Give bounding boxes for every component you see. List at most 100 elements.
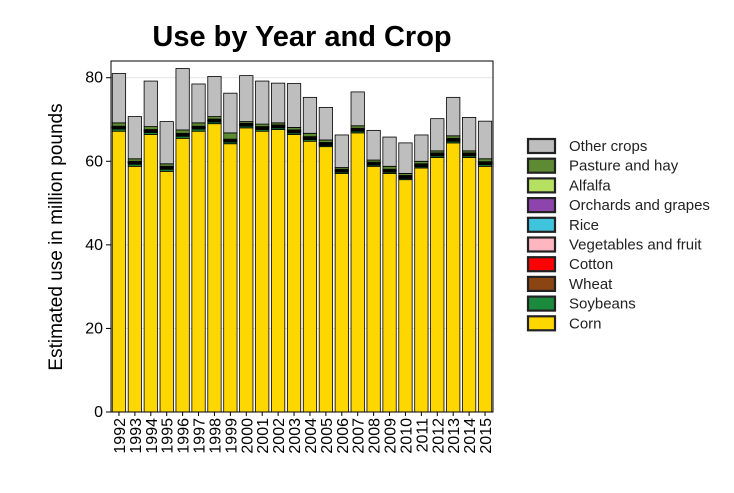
x-tick-label: 2008 bbox=[367, 418, 384, 454]
bar-segment bbox=[144, 135, 157, 412]
legend-swatch bbox=[528, 277, 555, 291]
bar-segment bbox=[208, 76, 221, 116]
bar-segment bbox=[176, 130, 189, 133]
bar-segment bbox=[478, 159, 491, 162]
bar-segment bbox=[399, 143, 412, 174]
legend-item: Soybeans bbox=[528, 296, 636, 313]
bar-segment bbox=[256, 81, 269, 124]
bar-segment bbox=[447, 97, 460, 135]
bar-segment bbox=[271, 130, 284, 412]
legend-label: Other crops bbox=[569, 138, 647, 155]
x-tick-label: 2007 bbox=[351, 418, 368, 454]
bar-segment bbox=[160, 122, 173, 164]
x-tick-label: 2015 bbox=[478, 418, 495, 454]
x-tick-label: 1998 bbox=[207, 418, 224, 454]
bar-segment bbox=[415, 168, 428, 412]
legend-item: Vegetables and fruit bbox=[528, 237, 702, 254]
legend-item: Alfalfa bbox=[528, 177, 611, 194]
legend-swatch bbox=[528, 257, 555, 271]
x-tick-label: 2006 bbox=[335, 418, 352, 454]
bar-segment bbox=[399, 180, 412, 412]
legend-item: Rice bbox=[528, 217, 599, 234]
legend-label: Orchards and grapes bbox=[569, 197, 710, 214]
y-tick-label: 0 bbox=[94, 404, 103, 421]
x-tick-label: 2004 bbox=[303, 418, 320, 454]
bar-segment bbox=[383, 166, 396, 169]
x-tick-label: 2003 bbox=[287, 418, 304, 454]
x-tick-label: 1994 bbox=[144, 418, 161, 454]
legend-item: Pasture and hay bbox=[528, 158, 679, 175]
x-tick-label: 2012 bbox=[430, 418, 447, 454]
bar-segment bbox=[462, 158, 475, 412]
bar-segment bbox=[271, 83, 284, 123]
bar-segment bbox=[144, 127, 157, 130]
bar-segment bbox=[160, 171, 173, 412]
bar-segment bbox=[240, 128, 253, 412]
legend-item: Wheat bbox=[528, 276, 613, 293]
bar-segment bbox=[287, 135, 300, 412]
x-tick-label: 2011 bbox=[414, 418, 431, 453]
bar-segment bbox=[303, 133, 316, 136]
bar-segment bbox=[192, 131, 205, 412]
x-tick-label: 1999 bbox=[223, 418, 240, 454]
legend-item: Corn bbox=[528, 315, 602, 332]
legend-label: Alfalfa bbox=[569, 177, 611, 194]
bar-segment bbox=[224, 133, 237, 139]
x-tick-label: 2014 bbox=[462, 418, 479, 454]
legend-item: Cotton bbox=[528, 256, 613, 273]
legend-swatch bbox=[528, 238, 555, 252]
bar-segment bbox=[224, 93, 237, 133]
bar-segment bbox=[319, 107, 332, 140]
legend-item: Other crops bbox=[528, 138, 647, 155]
legend-label: Rice bbox=[569, 217, 599, 234]
x-tick-label: 2001 bbox=[255, 418, 272, 454]
bar-segment bbox=[303, 141, 316, 412]
bar-segment bbox=[478, 166, 491, 412]
bar-segment bbox=[224, 144, 237, 412]
bar-segment bbox=[383, 137, 396, 166]
bar-segment bbox=[351, 133, 364, 412]
bar-segment bbox=[462, 117, 475, 150]
bar-segment bbox=[303, 97, 316, 133]
legend-swatch bbox=[528, 297, 555, 311]
bar-segment bbox=[128, 117, 141, 159]
bar-segment bbox=[478, 121, 491, 159]
bar-segment bbox=[367, 166, 380, 412]
x-tick-label: 2010 bbox=[398, 418, 415, 454]
bar-segment bbox=[335, 173, 348, 412]
bar-segment bbox=[128, 166, 141, 412]
legend-item: Orchards and grapes bbox=[528, 197, 710, 214]
bar-segment bbox=[415, 135, 428, 161]
x-tick-label: 1996 bbox=[176, 418, 193, 454]
legend-swatch bbox=[528, 198, 555, 212]
legend-swatch bbox=[528, 178, 555, 192]
bar-segment bbox=[447, 143, 460, 412]
x-tick-label: 2013 bbox=[446, 418, 463, 454]
x-tick-label: 1992 bbox=[112, 418, 129, 454]
legend-label: Cotton bbox=[569, 256, 613, 273]
y-tick-label: 40 bbox=[85, 237, 103, 254]
bar-segment bbox=[240, 76, 253, 122]
legend-label: Soybeans bbox=[569, 296, 636, 313]
x-tick-label: 2000 bbox=[239, 418, 256, 454]
bar-segment bbox=[383, 173, 396, 412]
bar-segment bbox=[112, 123, 125, 126]
legend-swatch bbox=[528, 316, 555, 330]
y-axis-label: Estimated use in million pounds bbox=[46, 103, 67, 370]
legend-swatch bbox=[528, 139, 555, 153]
bar-segment bbox=[192, 84, 205, 123]
bar-segment bbox=[351, 92, 364, 126]
bar-segment bbox=[112, 74, 125, 123]
x-tick-label: 2005 bbox=[319, 418, 336, 454]
legend: Other crops Pasture and hay Alfalfa Orchard… bbox=[528, 138, 710, 332]
legend-label: Corn bbox=[569, 315, 602, 332]
bar-segment bbox=[319, 147, 332, 412]
x-tick-label: 1995 bbox=[160, 418, 177, 454]
y-tick-label: 60 bbox=[85, 153, 103, 170]
legend-label: Wheat bbox=[569, 276, 613, 293]
bar-segment bbox=[431, 119, 444, 151]
bar-segment bbox=[144, 81, 157, 127]
legend-swatch bbox=[528, 159, 555, 173]
